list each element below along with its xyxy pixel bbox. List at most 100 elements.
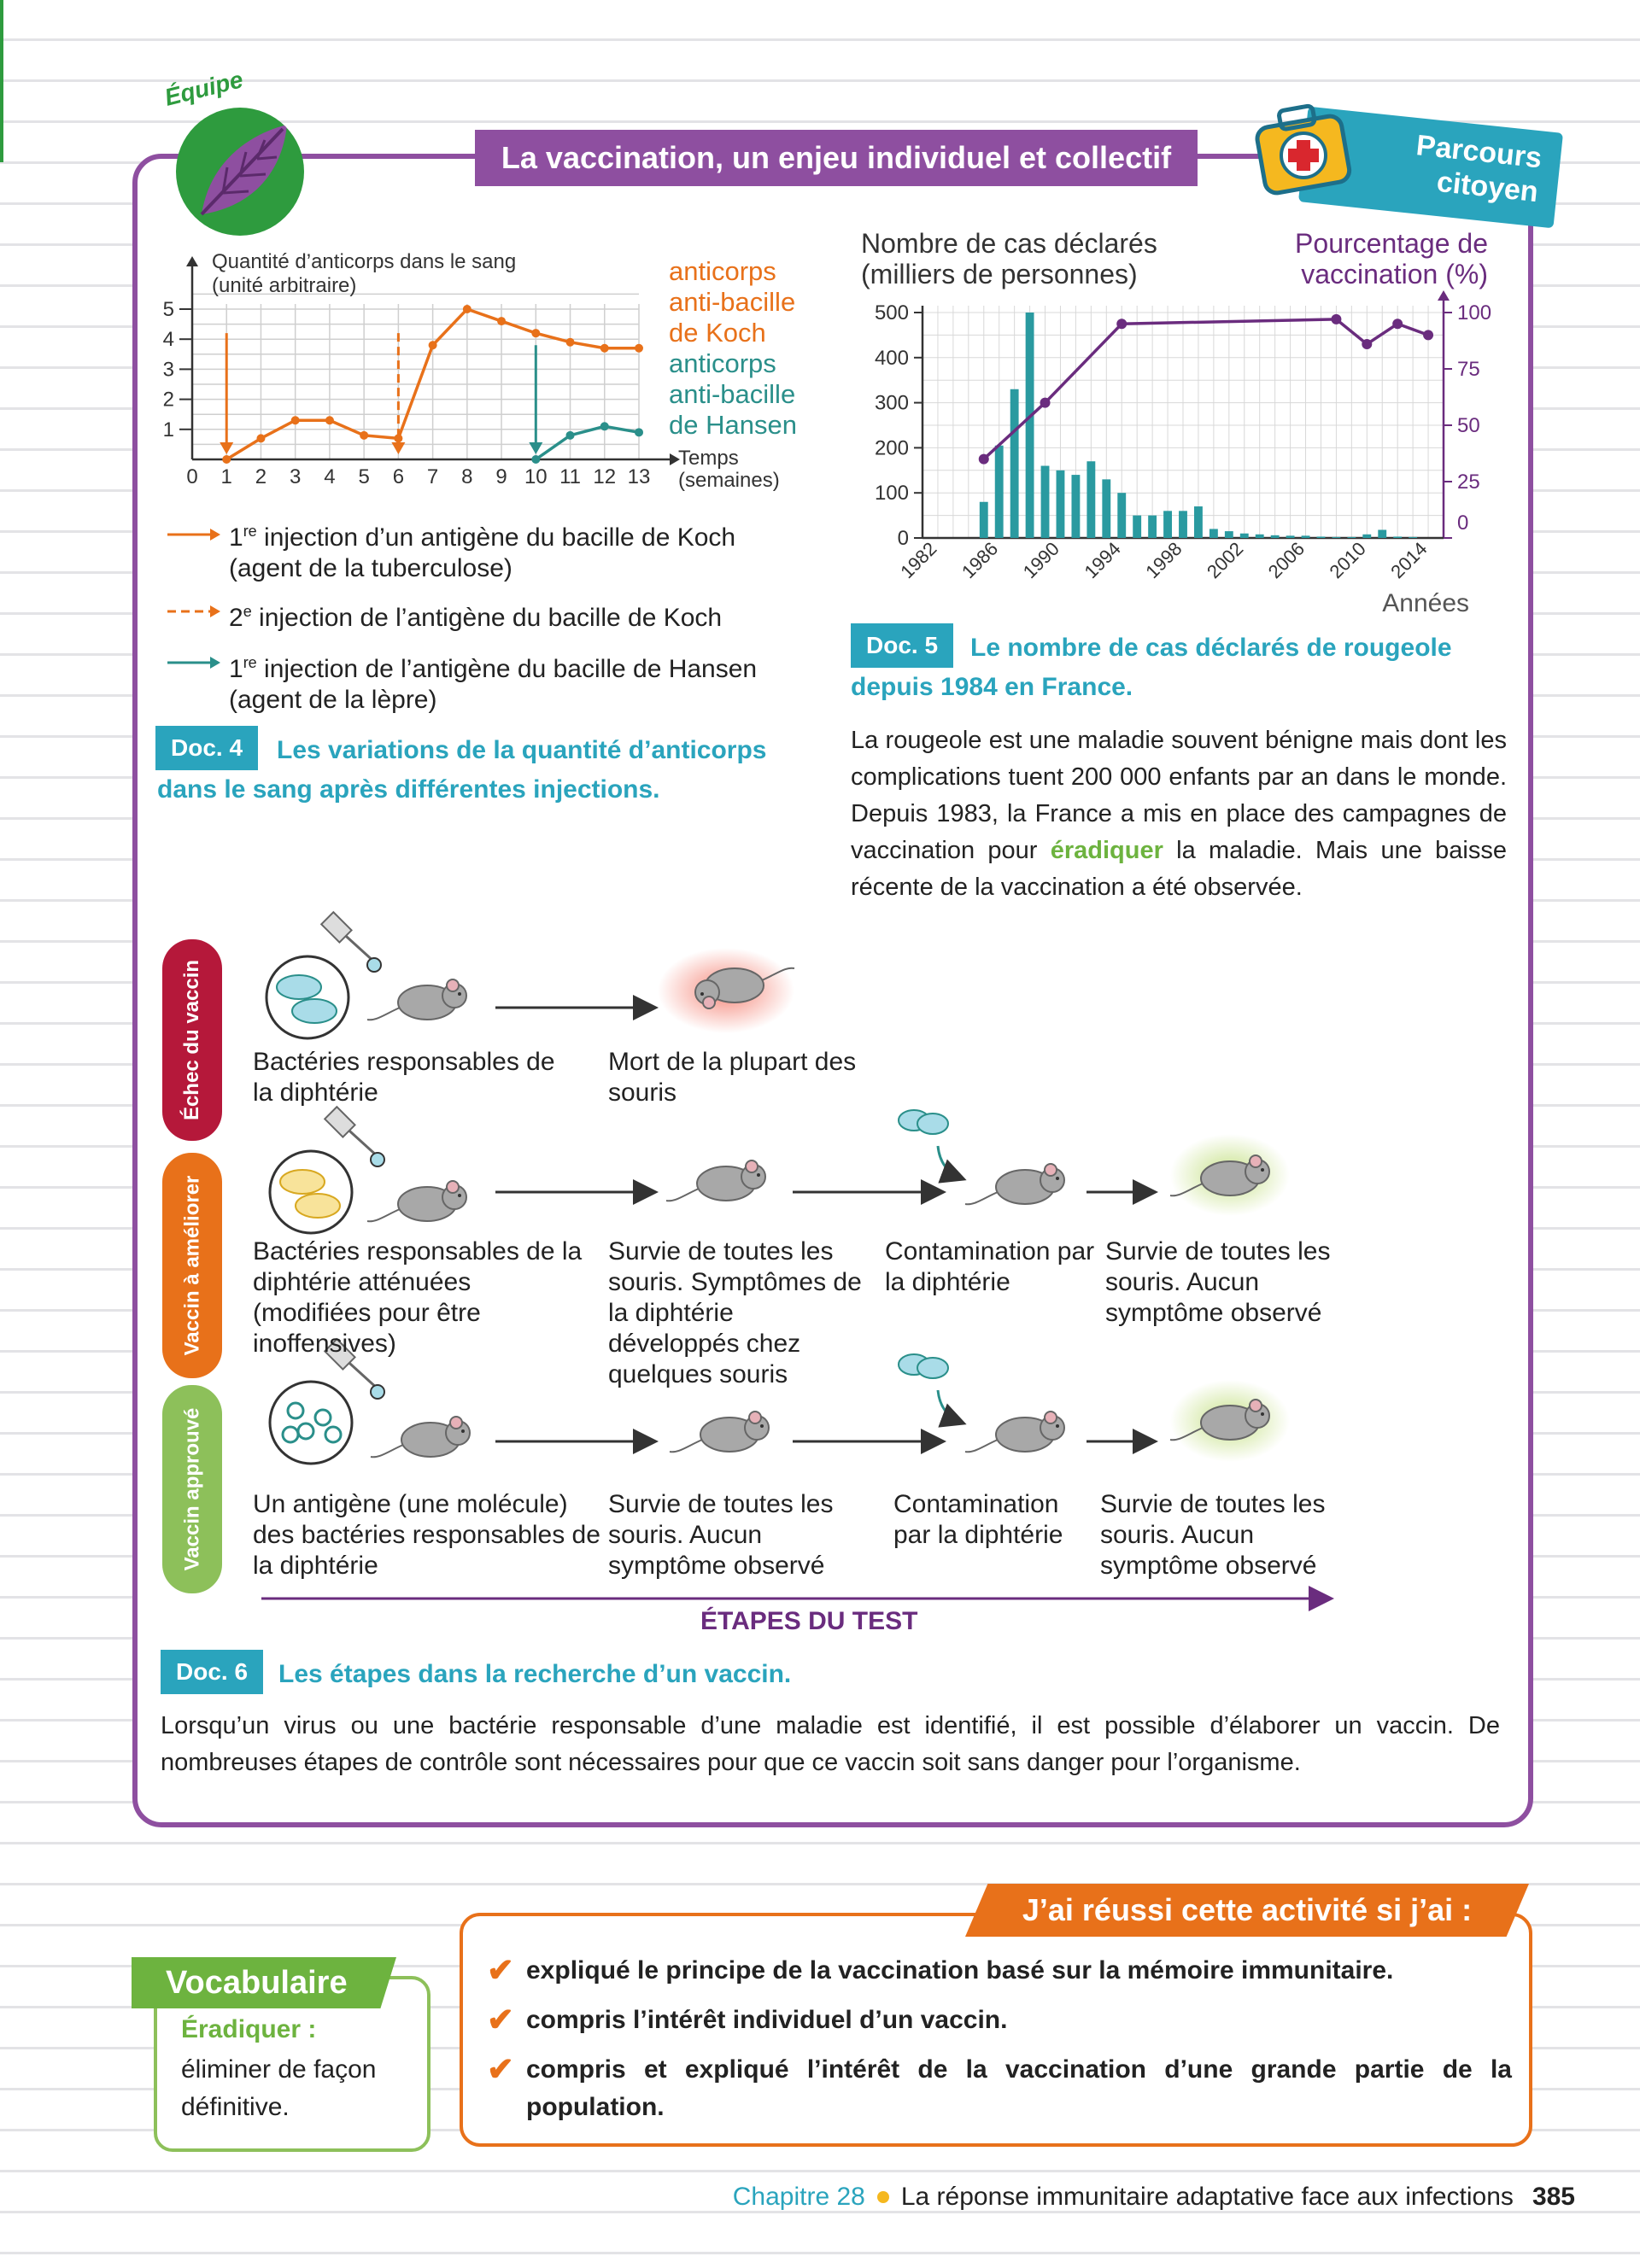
c2-left-label-1: Nombre de cas déclarés: [861, 228, 1157, 259]
c1-x-axis-arrow: [670, 453, 680, 465]
legend-arrow-solid-orange: [167, 529, 220, 541]
c1-xtick: 2: [255, 465, 266, 488]
c2-bar: [1409, 536, 1418, 538]
doc5-tag: Doc. 5: [851, 623, 954, 668]
c2-bar: [1179, 511, 1187, 538]
c2-right-label-2: vaccination (%): [1301, 259, 1488, 289]
c2-ytick-right: 50: [1457, 414, 1480, 437]
vocabulary-heading: Vocabulaire: [132, 1957, 396, 2008]
doc6-caption: Les étapes dans la recherche d’un vaccin…: [278, 1660, 792, 1688]
c2-ytick-left: 500: [875, 301, 909, 324]
c1-xtick: 9: [495, 465, 507, 488]
legend-item-hansen: 1re injection de l’antigène du bacille d…: [229, 654, 758, 714]
c2-bar: [1102, 479, 1111, 538]
antibody-chart-series: [222, 305, 643, 464]
c1-point: [565, 337, 575, 347]
legend-arrow-solid-teal: [167, 657, 220, 669]
c2-xtick: 1990: [1019, 538, 1063, 582]
c1-injection-arrowhead: [529, 442, 543, 454]
row1-dead-mouse-icon: [658, 948, 795, 1033]
c1-ytick: 5: [163, 298, 174, 321]
c1-ytick: 1: [163, 418, 174, 441]
row3-bacteria-cloud-icon: [898, 1353, 967, 1428]
page-number: 385: [1532, 2183, 1575, 2211]
c2-bar: [1117, 493, 1127, 538]
c2-ytick-left: 200: [875, 436, 909, 459]
c1-injection-arrowhead: [391, 442, 406, 454]
row1-syringe-icon: [319, 910, 382, 973]
leaf-icon: [176, 108, 304, 236]
antibody-chart-axes: [186, 256, 680, 465]
c2-bar: [1316, 536, 1326, 538]
c1-point: [222, 455, 231, 464]
vaccine-test-diagram: [261, 910, 1334, 1611]
c2-vaccination-point: [1040, 397, 1051, 408]
c2-ytick-left: 0: [898, 527, 909, 550]
c1-point: [565, 430, 575, 440]
tab-echec-du-vaccin: Échec du vaccin: [162, 939, 222, 1141]
c2-vaccination-point: [1331, 313, 1342, 324]
c2-bar: [1040, 465, 1050, 538]
c2-bar: [1148, 515, 1157, 538]
c2-vaccination-point: [1362, 338, 1373, 349]
row1-label-1: Bactéries responsables de la diphtérie: [253, 1048, 555, 1107]
c2-vaccination-point: [1392, 319, 1403, 330]
c1-ytick: 3: [163, 358, 174, 381]
footer-title: La réponse immunitaire adaptative face a…: [900, 2183, 1514, 2211]
c2-right-axis-arrow: [1438, 290, 1450, 301]
c2-bar: [1270, 535, 1280, 538]
c1-point: [635, 343, 643, 353]
c1-xlabel-2: (semaines): [678, 469, 780, 492]
row1-label-2: Mort de la plupart des souris: [608, 1048, 857, 1107]
row2-label-2: Survie de toutes les souris. Symptômes d…: [608, 1237, 862, 1388]
tab-vaccin-approuve: Vaccin approuvé: [162, 1385, 222, 1593]
c2-bar: [1286, 535, 1295, 538]
c1-point: [428, 341, 437, 350]
c1-point: [462, 305, 472, 313]
c1-point: [531, 329, 541, 338]
c1-xtick: 13: [628, 465, 651, 488]
c2-ytick-left: 400: [875, 347, 909, 370]
c2-bar: [1255, 534, 1264, 538]
left-green-rail: [0, 0, 3, 162]
row3-antigen-icon: [268, 1380, 354, 1465]
c2-bar: [994, 445, 1004, 538]
success-criteria-heading: J’ai réussi cette activité si j’ai :: [965, 1884, 1529, 1937]
c2-xtick: 1998: [1141, 538, 1186, 582]
c2-bar: [1301, 535, 1310, 538]
c1-point: [325, 416, 334, 425]
row2-label-3: Contamination par la diphtérie: [885, 1237, 1095, 1296]
checkmark-icon: ✔: [487, 2052, 514, 2088]
c2-xtick: 1994: [1080, 538, 1124, 582]
c1-xlabel-1: Temps: [678, 447, 739, 470]
doc4-tag: Doc. 4: [155, 726, 259, 770]
c2-ytick-left: 300: [875, 392, 909, 415]
c2-left-label-2: (milliers de personnes): [861, 259, 1138, 289]
team-label: Équipe: [161, 66, 246, 111]
c2-bar: [1378, 529, 1387, 538]
c2-ytick-right: 25: [1457, 471, 1480, 494]
c1-y-axis-arrow: [186, 256, 198, 266]
doc5-caption: Le nombre de cas déclarés de rougeole de…: [851, 634, 1452, 701]
c1-xtick: 12: [593, 465, 616, 488]
c1-xtick: 7: [427, 465, 438, 488]
checkmark-icon: ✔: [487, 1953, 514, 1989]
c2-bar: [1163, 511, 1172, 538]
row1-mouse-icon: [366, 979, 467, 1021]
c2-bar: [1071, 475, 1081, 538]
row2-mouse-2-icon: [665, 1160, 766, 1202]
c2-xtick: 2010: [1326, 538, 1370, 582]
legend-arrow-dashed-orange: [167, 605, 220, 617]
row3-label-2: Survie de toutes les souris. Aucun sympt…: [608, 1490, 834, 1580]
c2-vaccination-point: [978, 453, 989, 465]
legend-item-koch-2: 2e injection de l’antigène du bacille de…: [229, 603, 723, 632]
c2-ytick-right: 0: [1457, 511, 1468, 535]
c2-bar: [1056, 470, 1065, 538]
c1-point: [600, 422, 609, 431]
c2-bar: [1086, 461, 1096, 538]
c1-xtick: 4: [324, 465, 335, 488]
measles-chart-vaccination-line: [978, 313, 1434, 465]
doc4-caption: Les variations de la quantité d’anticorp…: [157, 736, 767, 804]
c1-point: [635, 428, 643, 437]
